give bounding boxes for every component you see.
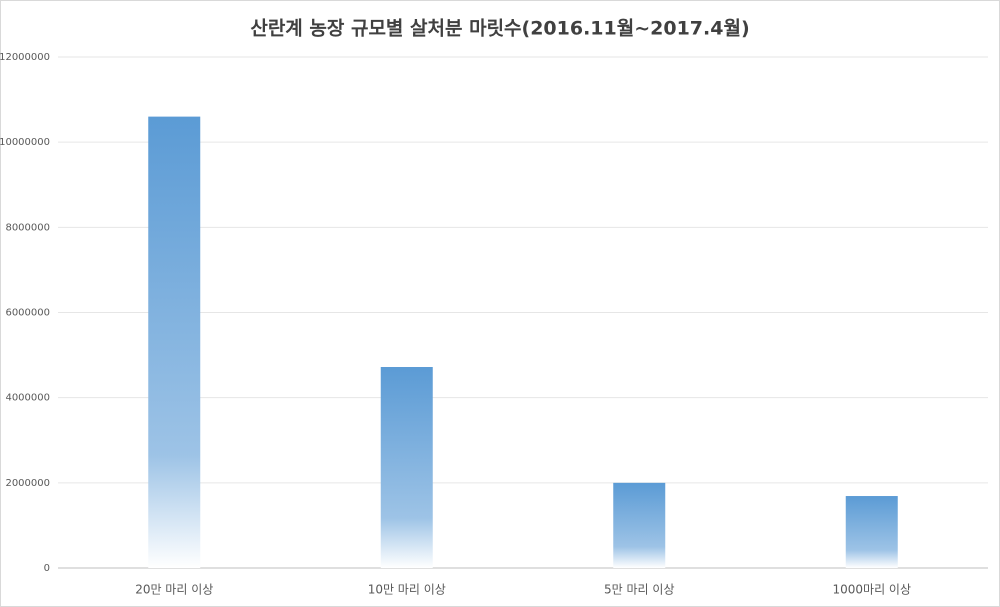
x-tick-label: 20만 마리 이상 — [135, 583, 213, 597]
y-tick-label: 10000000 — [0, 137, 50, 148]
y-tick-label: 6000000 — [5, 308, 50, 319]
bar — [148, 116, 201, 568]
y-tick-label: 12000000 — [0, 52, 50, 63]
x-tick-label: 5만 마리 이상 — [604, 583, 674, 597]
chart-title: 산란계 농장 규모별 살처분 마릿수(2016.11월~2017.4월) — [250, 18, 749, 40]
x-tick-label: 1000마리 이상 — [832, 583, 911, 597]
bar — [380, 367, 433, 568]
y-tick-label: 2000000 — [5, 478, 50, 489]
bar — [613, 482, 666, 568]
bar — [845, 496, 898, 568]
x-tick-label: 10만 마리 이상 — [368, 583, 446, 597]
y-tick-label: 4000000 — [5, 393, 50, 404]
y-tick-label: 8000000 — [5, 222, 50, 233]
y-tick-label: 0 — [44, 563, 50, 574]
